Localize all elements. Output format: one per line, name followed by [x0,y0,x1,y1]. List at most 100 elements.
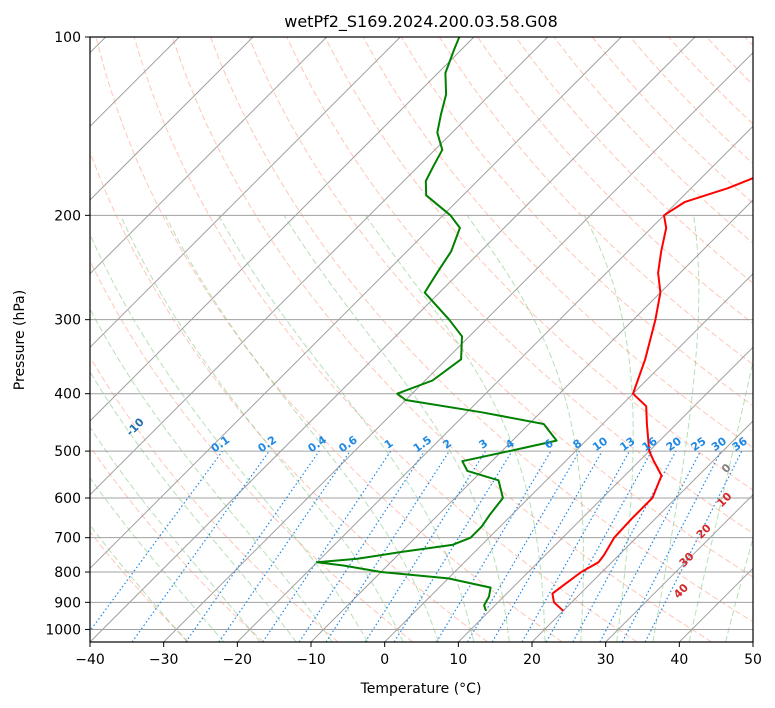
dewpoint-profile [316,37,558,612]
moist-adiabat [90,308,333,642]
moist-adiabat [652,215,700,642]
y-axis: 100 200 300 400 500 600 700 800 900 1000 [45,30,90,638]
dry-adiabat [515,37,753,284]
isotherm-line [90,37,401,349]
dry-adiabat [553,37,753,244]
y-tick-label: 1000 [45,622,81,638]
mixing-ratio-line [262,450,392,642]
mixing-ratio-line [491,450,603,642]
moist-adiabat [164,215,439,642]
dry-adiabat-label: -10 [124,415,147,438]
moist-adiabat [466,215,584,642]
background-lines [90,37,753,642]
dry-adiabat [90,445,264,642]
isotherm-line [90,37,328,275]
temperature-profile [551,177,753,612]
x-tick-label: −20 [223,652,253,668]
mixing-ratio-label: 6 [542,437,556,452]
dry-adiabat [438,37,753,366]
isotherm-line [531,420,753,642]
isotherm-line [236,125,753,642]
mixing-ratio-label: 0.1 [209,433,232,455]
isotherm-line [90,37,549,496]
x-tick-label: 40 [670,652,688,668]
x-tick-label: 20 [523,652,541,668]
y-tick-label: 200 [54,208,81,224]
mixing-ratio-line [599,450,702,642]
x-tick-label: −30 [149,652,179,668]
mixing-ratio-line [435,450,552,642]
moist-adiabat [90,232,369,642]
mixing-ratio-line [90,450,223,632]
mixing-ratio-line [545,450,653,642]
dry-adiabat [591,37,753,204]
isotherm-line [90,37,475,422]
isotherm-line [310,199,753,642]
dry-adiabat [133,37,638,642]
y-axis-label: Pressure (hPa) [12,290,28,390]
mixing-ratio-line [393,450,513,642]
dry-adiabat [706,37,753,86]
moist-adiabat [688,358,753,642]
isotherm-line [678,567,753,642]
dry-adiabat [668,37,753,125]
dry-adiabat [90,356,339,642]
y-tick-label: 700 [54,531,81,547]
isotherm-line [605,493,753,642]
moist-adiabat [283,215,510,642]
moist-adiabat-label: 30 [677,549,697,569]
x-axis: −40 −30 −20 −10 0 10 20 30 40 50 [75,642,762,668]
mixing-ratio-label: 1.5 [411,433,434,455]
moist-adiabat [583,215,634,642]
dry-adiabat [90,150,488,642]
x-tick-label: 30 [597,652,615,668]
x-tick-label: −10 [296,652,326,668]
x-tick-label: 10 [449,652,467,668]
isotherm-line [457,346,753,642]
chart-title: wetPf2_S169.2024.200.03.58.G08 [284,12,558,32]
dry-adiabat [477,37,753,325]
isotherm-line [90,37,622,570]
y-tick-label: 100 [54,30,81,46]
mixing-ratio-line [298,450,425,642]
dry-adiabat [210,37,753,623]
dry-adiabat [90,259,414,642]
dry-adiabat [400,37,753,407]
x-tick-label: −40 [75,652,105,668]
isotherm-line [752,641,753,642]
mixing-ratio-label: 0.2 [256,433,279,455]
dry-adiabat [95,37,563,642]
mixing-ratio-label: 3 [477,437,491,452]
y-tick-label: 500 [54,444,81,460]
moist-adiabat [120,215,404,642]
isotherm-line [90,37,696,642]
mixing-ratio-line [521,450,631,642]
y-tick-label: 400 [54,387,81,403]
x-axis-label: Temperature (°C) [360,681,482,697]
isotherm-line [163,51,753,642]
isotherm-line [90,37,254,201]
dry-adiabat [90,531,190,642]
moist-adiabat [90,476,225,642]
mixing-ratio-line [325,450,450,642]
series-layer [316,37,753,612]
x-tick-label: 0 [380,652,389,668]
moist-adiabat [90,524,188,642]
moist-adiabat-label: 20 [694,521,714,541]
moist-adiabat [218,215,475,642]
moist-adiabat [90,370,297,642]
moist-adiabat-label: 0 [719,461,734,476]
moist-adiabat [90,426,261,642]
mixing-ratio-label: 2 [440,437,454,452]
y-tick-label: 800 [54,565,81,581]
mixing-ratio-label: 0.6 [336,433,360,455]
mixing-ratio-line [364,450,486,642]
mixing-ratio-label: 0.4 [306,433,330,455]
dry-adiabat [248,37,753,578]
mixing-ratio-line [185,450,320,642]
moist-adiabat [364,215,546,642]
mixing-ratio-line [218,450,351,642]
moist-adiabat-label: 10 [714,490,734,510]
y-tick-label: 300 [54,313,81,329]
